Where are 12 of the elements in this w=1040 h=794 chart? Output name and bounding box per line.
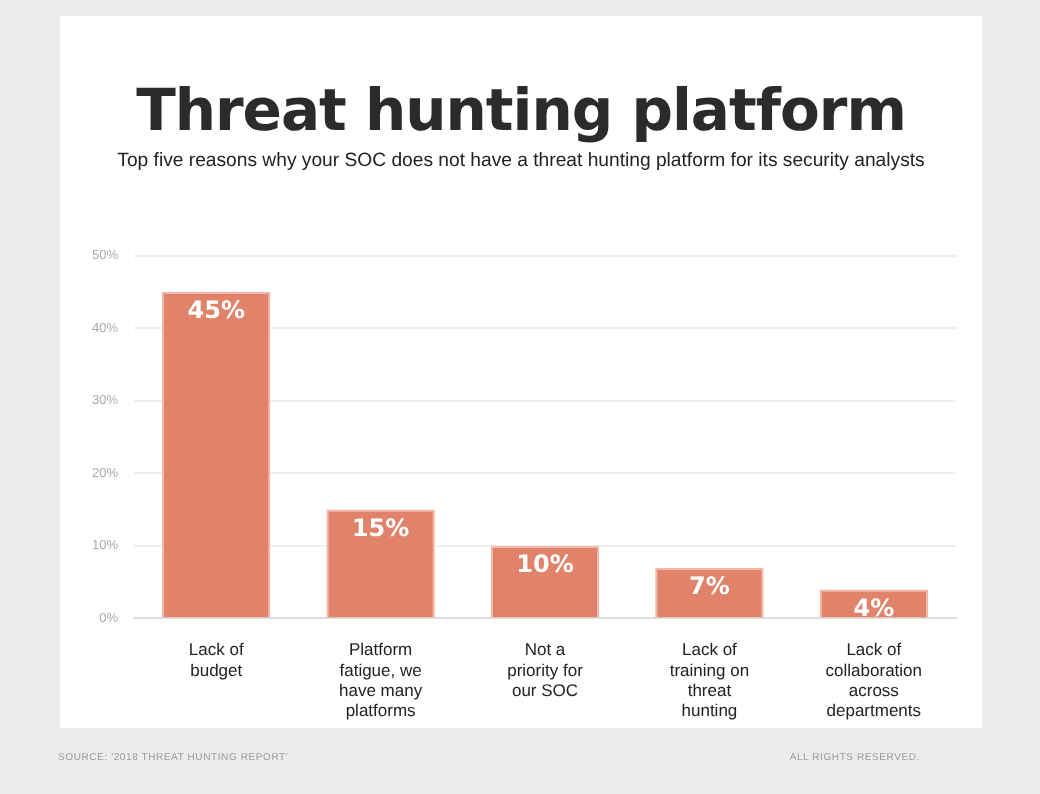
chart-subtitle: Top five reasons why your SOC does not have a threat hunting platform for its security analysts [115,150,927,172]
x-tick-label: Lack of collaboration across departments [825,639,923,721]
x-tick-label: Lack of budget [188,639,245,680]
chart-title: Threat hunting platform [134,76,908,144]
data-label: 10% [516,550,574,579]
data-label: 15% [351,513,410,542]
x-tick-label: Platform fatigue, we have many platforms [339,639,424,721]
x-tick-label: Lack of training on threat hunting [669,639,750,721]
data-label: 7% [689,571,730,600]
x-tick-label: Not a priority for our SOC [507,639,584,701]
data-label: 45% [187,296,245,325]
data-label: 4% [853,593,895,622]
